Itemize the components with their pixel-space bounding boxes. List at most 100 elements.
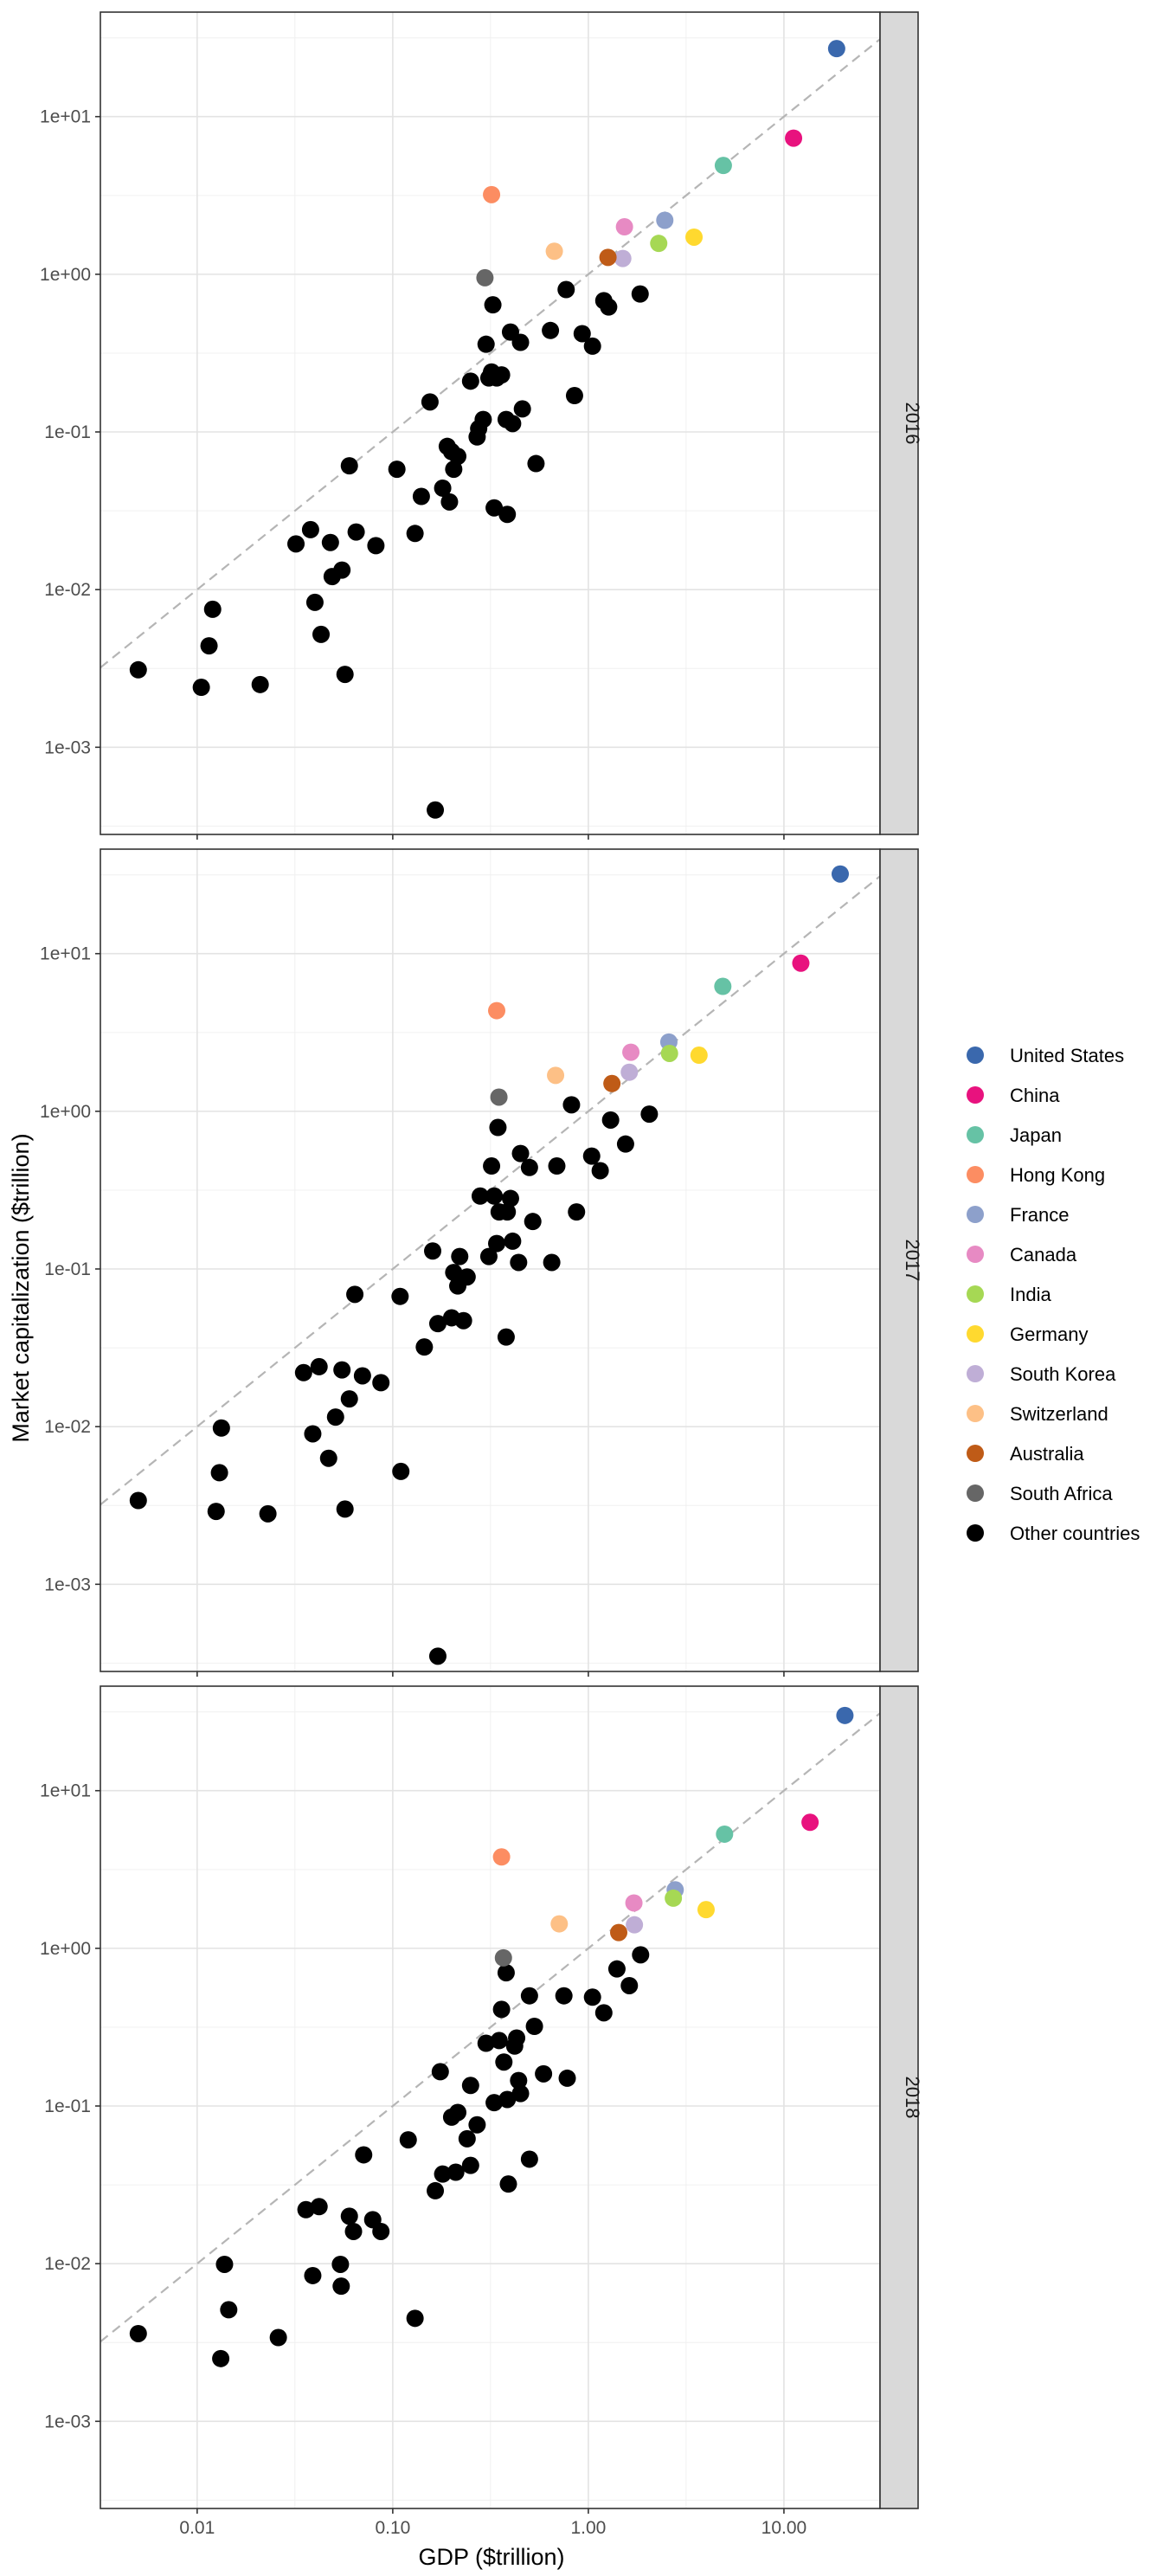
legend-key xyxy=(967,1365,984,1382)
point-other-countries xyxy=(508,2029,526,2047)
legend-item-south-korea: South Korea xyxy=(967,1363,1116,1385)
point-other-countries xyxy=(555,1987,573,2005)
y-tick-label: 1e-01 xyxy=(44,1259,91,1279)
point-other-countries xyxy=(498,2090,517,2109)
point-germany xyxy=(697,1901,715,1919)
point-other-countries xyxy=(511,2084,530,2103)
point-other-countries xyxy=(495,2053,513,2071)
point-other-countries xyxy=(251,675,269,693)
point-other-countries xyxy=(492,2000,511,2019)
point-other-countries xyxy=(583,337,601,355)
point-other-countries xyxy=(212,1419,230,1437)
point-other-countries xyxy=(616,1135,634,1153)
point-south-korea xyxy=(620,1063,639,1081)
y-tick-label: 1e-03 xyxy=(44,737,91,757)
point-other-countries xyxy=(340,457,358,475)
point-other-countries xyxy=(458,1268,476,1286)
point-other-countries xyxy=(321,533,339,551)
point-other-countries xyxy=(520,1158,538,1176)
point-other-countries xyxy=(427,2181,445,2199)
y-tick-label: 1e+01 xyxy=(40,107,91,127)
point-india xyxy=(665,1889,683,1907)
point-other-countries xyxy=(406,2309,424,2328)
point-other-countries xyxy=(406,525,424,543)
point-switzerland xyxy=(545,242,563,261)
point-other-countries xyxy=(129,2324,147,2342)
point-switzerland xyxy=(547,1066,565,1085)
point-other-countries xyxy=(287,535,305,553)
panel-2018: 2018 1e-03 1e-02 1e-01 1e+00 1e+01 0.01 0.10 1.0… xyxy=(40,1685,923,2538)
point-other-countries xyxy=(485,2094,504,2112)
point-other-countries xyxy=(449,2103,467,2122)
y-tick-label: 1e+00 xyxy=(40,1939,91,1959)
facet-strip-label: 2016 xyxy=(902,402,923,445)
point-other-countries xyxy=(461,372,479,390)
legend-key xyxy=(967,1325,984,1343)
point-other-countries xyxy=(447,2163,465,2181)
point-other-countries xyxy=(305,593,324,611)
point-other-countries xyxy=(468,2116,486,2134)
legend-label: Australia xyxy=(1010,1443,1084,1465)
point-other-countries xyxy=(542,321,560,339)
point-other-countries xyxy=(565,387,583,405)
point-other-countries xyxy=(391,1287,409,1305)
point-other-countries xyxy=(331,2255,350,2273)
y-tick-label: 1e+00 xyxy=(40,1102,91,1122)
legend-label: Germany xyxy=(1010,1323,1088,1345)
point-other-countries xyxy=(412,487,430,506)
point-other-countries xyxy=(415,1338,434,1356)
point-other-countries xyxy=(192,679,210,697)
point-other-countries xyxy=(353,1367,371,1385)
point-japan xyxy=(714,157,732,175)
point-united-states xyxy=(831,865,849,883)
y-tick-label: 1e-02 xyxy=(44,580,91,600)
point-china xyxy=(785,129,803,147)
point-other-countries xyxy=(367,537,385,555)
legend-key xyxy=(967,1405,984,1422)
point-switzerland xyxy=(550,1915,569,1933)
point-other-countries xyxy=(510,2071,528,2090)
point-other-countries xyxy=(449,448,467,466)
legend-key xyxy=(967,1126,984,1143)
legend-key xyxy=(967,1206,984,1223)
y-tick-label: 1e+01 xyxy=(40,1781,91,1801)
point-hong-kong xyxy=(492,1848,511,1866)
y-tick-label: 1e-01 xyxy=(44,2096,91,2116)
reference-line-y-equals-x xyxy=(100,1712,880,2343)
point-india xyxy=(650,235,668,253)
legend-label: Switzerland xyxy=(1010,1403,1108,1425)
point-other-countries xyxy=(520,2150,538,2168)
facet-strip-label: 2018 xyxy=(902,2077,923,2119)
point-other-countries xyxy=(454,1311,472,1330)
point-australia xyxy=(599,248,617,267)
point-united-states xyxy=(827,40,845,58)
point-other-countries xyxy=(497,1328,515,1346)
point-other-countries xyxy=(355,2146,373,2164)
y-tick-label: 1e-03 xyxy=(44,2412,91,2431)
point-other-countries xyxy=(388,460,406,479)
reference-line-y-equals-x xyxy=(100,38,880,669)
legend-item-switzerland: Switzerland xyxy=(967,1403,1108,1425)
point-south-africa xyxy=(494,1948,512,1967)
legend-label: Other countries xyxy=(1010,1523,1140,1544)
facet-strip xyxy=(879,11,919,835)
facet-strip xyxy=(879,848,919,1672)
point-other-countries xyxy=(497,1964,515,1982)
point-other-countries xyxy=(310,2198,328,2216)
point-canada xyxy=(615,218,633,236)
point-other-countries xyxy=(215,2255,234,2273)
x-tick-label: 10.00 xyxy=(761,2518,807,2538)
panel-2016: 2016 1e-03 1e-02 1e-01 1e+00 1e+01 xyxy=(40,11,923,840)
point-south-korea xyxy=(614,249,632,267)
point-other-countries xyxy=(525,2017,543,2035)
panel-2017: 2017 1e-03 1e-02 1e-01 1e+00 1e+01 xyxy=(40,848,923,1677)
point-other-countries xyxy=(399,2131,417,2149)
point-other-countries xyxy=(524,1213,542,1231)
legend-item-canada: Canada xyxy=(967,1244,1077,1265)
legend-key xyxy=(967,1046,984,1064)
point-other-countries xyxy=(474,410,492,428)
points xyxy=(129,40,845,819)
point-other-countries xyxy=(479,1247,498,1265)
point-other-countries xyxy=(336,666,354,684)
legend-item-china: China xyxy=(967,1085,1060,1106)
